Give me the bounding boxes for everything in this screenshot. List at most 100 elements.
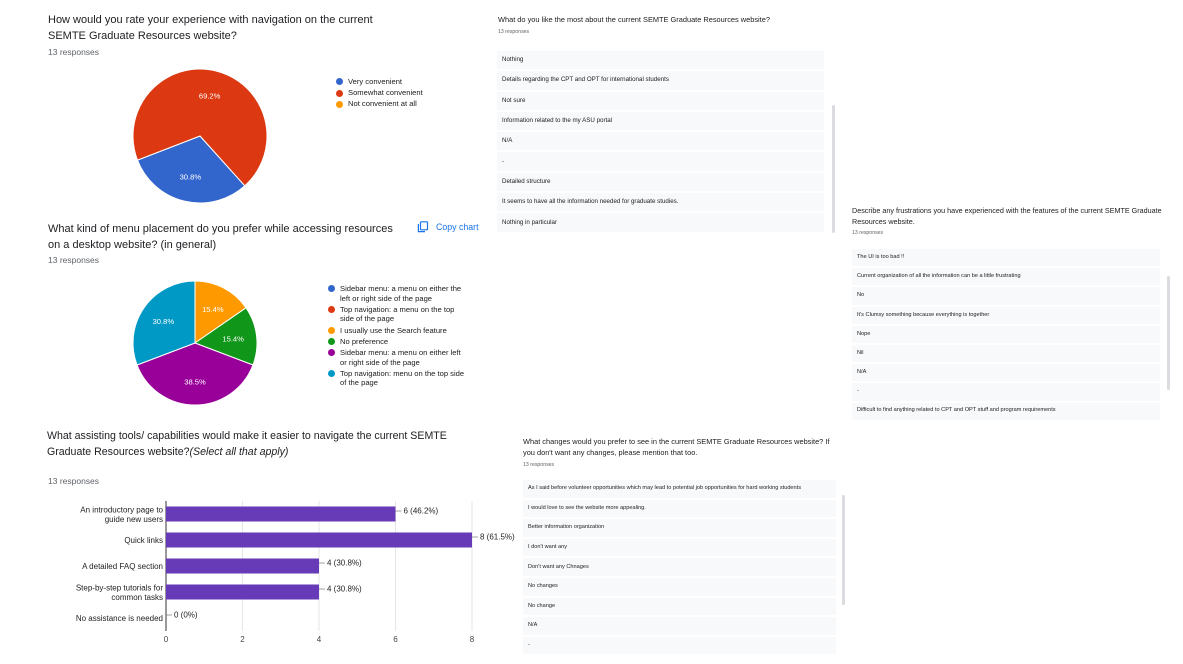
q3-category-label: No assistance is needed (76, 614, 163, 623)
q5-response-item: No (852, 287, 1160, 305)
q1-legend-swatch (336, 89, 343, 97)
q3-category-label: A detailed FAQ section (82, 562, 163, 571)
q2-legend-swatch (328, 349, 335, 357)
q2-legend-swatch (328, 306, 335, 314)
q3-category-label: Step-by-step tutorials for common tasks (76, 583, 163, 602)
q2-legend-item: Sidebar menu: a menu on either the left … (328, 284, 468, 303)
q3-x-tick-label: 6 (393, 635, 398, 644)
q6-response-count: 13 responses (523, 462, 555, 468)
q6-response-item: I would love to see the website more app… (523, 499, 836, 518)
q3-x-tick-label: 2 (240, 635, 245, 644)
q3-title: What assisting tools/ capabilities would… (47, 429, 447, 460)
q5-response-item: Nope (852, 325, 1160, 343)
q3-response-count: 13 responses (48, 476, 100, 486)
q4-response-item: N/A (497, 132, 824, 151)
q2-legend-label: No preference (340, 336, 389, 346)
q2-legend: Sidebar menu: a menu on either the left … (328, 284, 468, 390)
copy-chart-button[interactable]: Copy chart (417, 221, 479, 233)
q3-bar (166, 584, 319, 600)
q1-legend-swatch (336, 100, 343, 108)
q2-legend-item: I usually use the Search feature (328, 326, 468, 336)
q1-legend-label: Somewhat convenient (348, 88, 423, 98)
q2-pie-slice-5 (132, 280, 196, 366)
q4-response-item: Not sure (497, 91, 824, 110)
q2-legend-item: No preference (328, 337, 468, 347)
q3-value-label: 6 (46.2%) (404, 507, 439, 516)
q4-response-item: It seems to have all the information nee… (497, 193, 824, 212)
q1-response-count: 13 responses (48, 47, 100, 57)
q3-category-label: Quick links (124, 536, 163, 545)
q2-pie-label-5: 30.8% (153, 317, 175, 326)
q5-response-item: The UI is too bad !! (852, 249, 1160, 267)
q1-legend-item: Very convenient (336, 77, 456, 87)
q2-legend-swatch (328, 326, 335, 334)
q2-response-count: 13 responses (48, 255, 100, 265)
q2-legend-swatch (328, 338, 335, 346)
q4-scrollbar[interactable] (832, 105, 835, 233)
q3-x-tick-label: 4 (317, 635, 322, 644)
q2-legend-swatch (328, 285, 335, 293)
copy-chart-label: Copy chart (436, 222, 479, 232)
q6-response-item: - (523, 636, 836, 655)
q3-bar (166, 506, 396, 522)
q5-response-count: 13 responses (852, 230, 884, 236)
q1-legend-item: Somewhat convenient (336, 88, 456, 98)
q6-response-item: No changes (523, 577, 836, 596)
q3-bar (166, 558, 319, 574)
q2-pie-chart: 15.4% 15.4% 38.5% 30.8% (132, 280, 258, 406)
q2-pie-label-4: 38.5% (184, 377, 206, 386)
q6-response-item: As I said before volunteer opportunities… (523, 480, 836, 498)
q5-scrollbar[interactable] (1167, 276, 1170, 390)
q4-response-count: 13 responses (498, 29, 530, 35)
q1-legend-label: Very convenient (348, 77, 403, 86)
q3-category-label: An introductory page to guide new users (80, 505, 163, 524)
q4-title: What do you like the most about the curr… (498, 15, 770, 24)
q3-title-text: What assisting tools/ capabilities would… (47, 430, 447, 458)
q1-legend: Very convenient Somewhat convenient Not co… (336, 77, 456, 111)
q4-response-item: Information related to the my ASU portal (497, 111, 824, 131)
q1-legend-swatch (336, 78, 343, 86)
q2-title: What kind of menu placement do you prefe… (48, 223, 393, 251)
q2-legend-label: Top navigation: a menu on the top side o… (340, 304, 455, 324)
q3-title-italic: (Select all that apply) (189, 445, 289, 458)
q5-response-item: - (852, 383, 1160, 401)
q2-legend-label: I usually use the Search feature (340, 325, 447, 335)
q6-title: What changes would you prefer to see in … (523, 437, 830, 457)
q2-pie-slice-3 (193, 307, 258, 366)
q1-legend-label: Not convenient at all (348, 99, 417, 109)
q3-value-label: 8 (61.5%) (480, 533, 515, 542)
q1-legend-item: Not convenient at all (336, 99, 456, 109)
q6-response-item: No change (523, 597, 836, 616)
q6-response-item: Don't want any Chnages (523, 558, 836, 576)
q1-title: How would you rate your experience with … (48, 14, 373, 42)
q2-legend-item: Top navigation: a menu on the top side o… (328, 305, 468, 324)
q5-response-item: N/A (852, 364, 1160, 382)
copy-icon (417, 221, 429, 233)
q4-response-item: Nothing in particular (497, 213, 824, 232)
q3-bar (166, 532, 472, 548)
q5-response-list: The UI is too bad !! Current organization… (852, 249, 1160, 422)
q3-x-tick-label: 8 (470, 635, 475, 644)
q1-pie-label-1: 69.2% (199, 92, 221, 101)
q6-scrollbar[interactable] (842, 495, 845, 605)
q2-legend-label: Sidebar menu: a menu on either the left … (340, 284, 462, 303)
q1-pie-slice-1 (132, 68, 268, 187)
q2-legend-label: Sidebar menu: a menu on either left or r… (340, 347, 461, 367)
q1-pie-chart: 30.8% 69.2% (132, 68, 268, 204)
q5-response-item: It's Clumsy something because everything… (852, 306, 1160, 324)
q6-response-item: Better information organization (523, 519, 836, 537)
q5-response-item: Difficult to find anything related to CP… (852, 402, 1160, 420)
q6-response-item: I don't want any (523, 538, 836, 557)
q4-response-item: Nothing (497, 51, 824, 70)
q2-pie-slice-4 (136, 342, 254, 406)
q6-response-item: N/A (523, 617, 836, 635)
q3-x-tick-label: 0 (164, 635, 169, 644)
q3-value-label: 0 (0%) (174, 611, 198, 620)
q4-response-item: Details regarding the CPT and OPT for in… (497, 71, 824, 90)
q4-response-item: - (497, 152, 824, 171)
q2-pie-label-3: 15.4% (222, 334, 244, 343)
q2-legend-item: Sidebar menu: a menu on either left or r… (328, 348, 468, 367)
q2-legend-swatch (328, 370, 335, 378)
q5-title: Describe any frustrations you have exper… (852, 206, 1162, 226)
q2-pie-slice-2 (194, 280, 247, 344)
